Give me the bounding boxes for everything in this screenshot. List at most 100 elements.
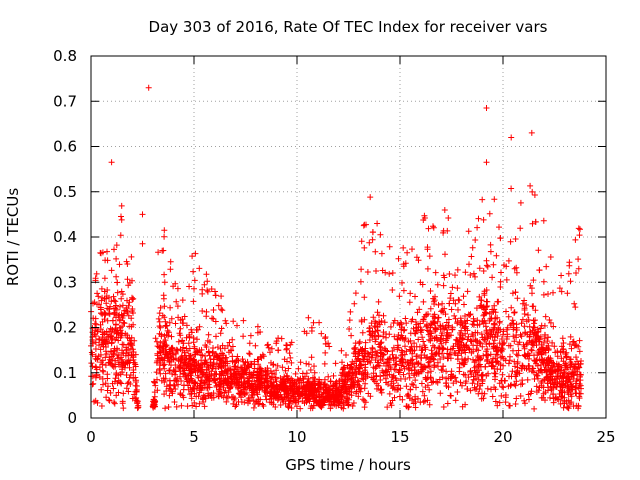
data-point <box>377 340 384 347</box>
data-point <box>577 377 584 384</box>
data-point <box>377 231 384 238</box>
data-point <box>372 318 378 325</box>
data-point <box>94 356 101 363</box>
data-point <box>494 358 501 365</box>
data-point <box>351 345 358 352</box>
data-point <box>224 358 231 365</box>
data-point <box>407 290 414 297</box>
data-point <box>347 308 354 315</box>
data-point <box>305 397 311 404</box>
data-point <box>119 291 126 298</box>
y-tick-label: 0.8 <box>53 47 77 65</box>
data-point <box>121 320 128 327</box>
data-point <box>115 337 122 344</box>
data-point <box>155 315 162 322</box>
data-point <box>245 397 251 404</box>
data-point <box>554 353 561 360</box>
data-point <box>257 370 264 376</box>
data-point <box>120 319 127 326</box>
data-point <box>311 396 318 403</box>
data-point <box>382 345 388 352</box>
data-point <box>240 333 247 340</box>
y-tick-label: 0.7 <box>53 92 77 110</box>
data-point <box>118 288 125 295</box>
data-point <box>494 402 501 409</box>
data-point <box>181 382 187 389</box>
data-point <box>384 404 391 411</box>
data-point <box>476 339 483 346</box>
x-tick-label: 15 <box>390 428 409 446</box>
data-point <box>145 84 152 91</box>
data-point <box>512 363 518 370</box>
data-point <box>476 321 483 328</box>
data-point <box>528 285 535 292</box>
data-point <box>422 397 428 404</box>
data-point <box>228 373 235 380</box>
data-point <box>109 317 116 324</box>
data-point <box>133 388 140 395</box>
data-point <box>428 347 435 354</box>
data-point <box>456 364 463 371</box>
data-point <box>445 355 452 362</box>
data-point <box>192 250 199 257</box>
data-point <box>98 403 105 409</box>
data-point <box>405 391 411 398</box>
data-point <box>89 363 96 370</box>
data-point <box>409 316 416 323</box>
data-point <box>373 385 380 392</box>
data-point <box>423 322 430 329</box>
data-point <box>97 321 104 328</box>
data-point <box>575 256 582 263</box>
data-point <box>218 293 225 300</box>
data-point <box>231 396 238 403</box>
data-point <box>521 305 528 312</box>
data-point <box>512 382 519 389</box>
data-point <box>118 216 125 223</box>
data-point <box>338 347 345 354</box>
data-point <box>180 394 187 401</box>
data-point <box>472 386 479 393</box>
data-point <box>565 379 571 386</box>
data-point <box>484 333 491 340</box>
data-point <box>499 383 506 390</box>
data-point <box>384 356 391 363</box>
data-point <box>341 364 348 371</box>
data-point <box>559 372 566 379</box>
data-point <box>378 250 385 257</box>
data-point <box>275 335 282 342</box>
data-point <box>504 331 511 338</box>
data-point <box>292 370 299 377</box>
data-point <box>500 355 507 362</box>
data-point <box>119 366 125 373</box>
data-point <box>259 380 266 387</box>
data-point <box>232 370 238 377</box>
data-point <box>193 403 200 410</box>
data-point <box>339 369 346 376</box>
data-point <box>166 392 173 399</box>
data-point <box>534 326 541 333</box>
x-axis-label: GPS time / hours <box>285 456 411 474</box>
data-point <box>297 359 304 366</box>
data-point <box>347 365 354 372</box>
data-point <box>357 278 364 285</box>
data-point <box>491 384 498 391</box>
data-point <box>563 366 569 373</box>
data-point <box>534 333 541 340</box>
data-point <box>437 356 444 362</box>
data-point <box>576 337 583 344</box>
data-point <box>445 322 452 329</box>
data-point <box>511 358 518 365</box>
data-point <box>479 390 485 397</box>
data-point <box>485 352 492 359</box>
data-point <box>502 399 509 406</box>
data-point <box>267 349 273 356</box>
data-point <box>94 290 101 297</box>
data-point <box>420 318 427 325</box>
data-point <box>534 362 541 369</box>
data-point <box>199 374 206 380</box>
data-point <box>557 349 564 356</box>
data-point <box>161 391 168 398</box>
data-point <box>258 355 265 361</box>
data-point <box>234 322 240 329</box>
data-point <box>419 281 426 288</box>
